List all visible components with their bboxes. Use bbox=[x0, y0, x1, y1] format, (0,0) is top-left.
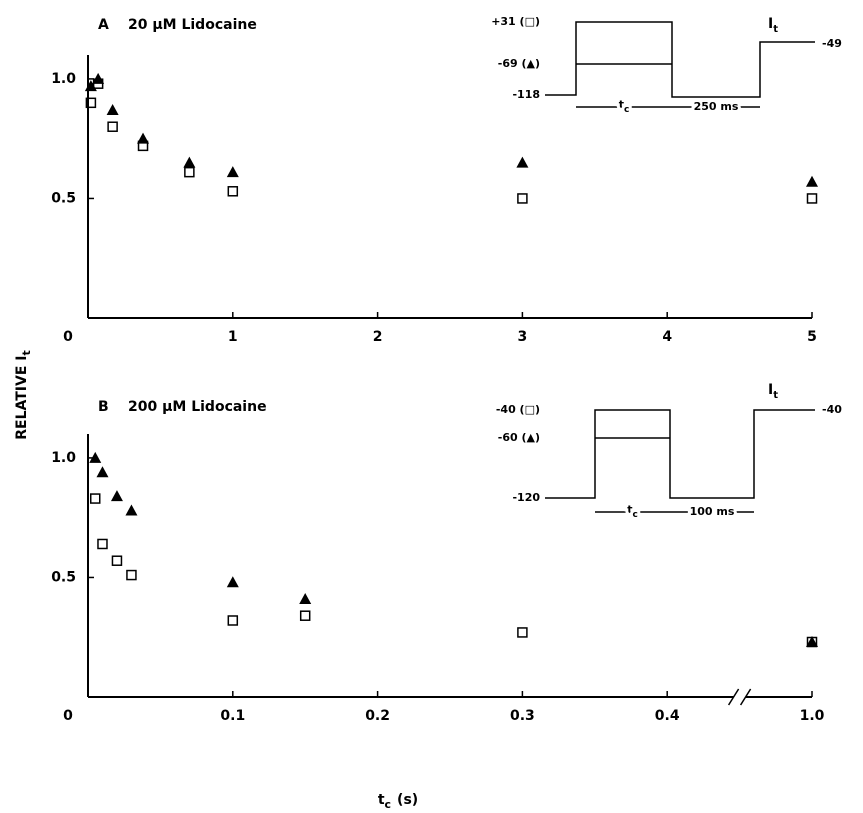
square-point bbox=[126, 569, 137, 581]
square-point bbox=[227, 615, 239, 626]
y-tick-label: 0.5 bbox=[51, 569, 76, 585]
square-point bbox=[299, 610, 311, 621]
square-point bbox=[184, 166, 195, 178]
x-tick-label: 1 bbox=[228, 329, 238, 345]
panel-title: 200 μM Lidocaine bbox=[128, 399, 267, 415]
triangle-point bbox=[183, 156, 196, 168]
square-point bbox=[89, 493, 101, 504]
tc-sub: c bbox=[624, 105, 629, 115]
y-axis-label: RELATIVE It bbox=[14, 350, 33, 440]
x-tick-label: 0.3 bbox=[510, 708, 535, 724]
current-sub: t bbox=[773, 24, 778, 35]
x-axis-label: tc (s) bbox=[378, 792, 418, 811]
square-point bbox=[517, 627, 528, 638]
tc-main: t bbox=[627, 503, 632, 516]
tc-main: t bbox=[619, 98, 624, 111]
current-main: I bbox=[768, 382, 773, 398]
triangle-point bbox=[806, 175, 818, 187]
square-point bbox=[227, 186, 239, 197]
square-point bbox=[137, 140, 149, 152]
protocol-tc: tc bbox=[619, 98, 630, 115]
triangle-point bbox=[92, 72, 105, 84]
square-point bbox=[107, 121, 118, 132]
x-label-unit: (s) bbox=[397, 792, 418, 808]
x-tick-label: 0 bbox=[63, 329, 73, 345]
protocol-base: -120 bbox=[512, 491, 540, 504]
protocol-current: It bbox=[768, 382, 778, 401]
x-label-sub: c bbox=[385, 798, 392, 811]
square-point bbox=[92, 78, 104, 89]
square-point bbox=[806, 636, 818, 648]
protocol-trace bbox=[545, 409, 815, 499]
square-point bbox=[517, 193, 528, 204]
triangle-point bbox=[226, 166, 239, 178]
protocol-base: -118 bbox=[512, 88, 540, 101]
protocol-trace bbox=[545, 21, 815, 98]
x-label-main: t bbox=[378, 792, 385, 808]
current-sub: t bbox=[773, 390, 778, 401]
triangle-point bbox=[806, 636, 818, 648]
protocol-test: -40 bbox=[822, 403, 842, 416]
square-point bbox=[97, 538, 108, 550]
x-tick-label: 2 bbox=[373, 329, 383, 345]
square-point bbox=[111, 555, 123, 566]
protocol-gap: 250 ms bbox=[694, 100, 739, 113]
panel: 0 1 2 3 4 5 0.5 1.0 A 20 μM Lidocaine +31 (□) -69 (… bbox=[51, 15, 842, 345]
protocol-test: -49 bbox=[822, 37, 842, 50]
triangle-point bbox=[299, 592, 312, 604]
protocol-mid-label: -60 (▲) bbox=[498, 431, 540, 444]
y-tick-label: 1.0 bbox=[51, 71, 76, 87]
axis-break bbox=[739, 688, 752, 706]
x-tick-label: 0.2 bbox=[365, 708, 390, 724]
panel-letter: B bbox=[98, 399, 109, 415]
y-label-main: RELATIVE I bbox=[14, 356, 30, 440]
square-point bbox=[85, 97, 97, 109]
x-tick-label: 0 bbox=[63, 708, 73, 724]
x-tick-label: 0.4 bbox=[655, 708, 680, 724]
protocol-tc: tc bbox=[627, 503, 638, 520]
axis-break bbox=[727, 688, 740, 706]
y-label-sub: t bbox=[20, 350, 33, 355]
triangle-point bbox=[89, 451, 102, 463]
panel-title: 20 μM Lidocaine bbox=[128, 17, 257, 33]
triangle-point bbox=[110, 490, 123, 502]
x-tick-label: 4 bbox=[662, 329, 672, 345]
triangle-point bbox=[226, 576, 239, 588]
protocol-high: +31 (□) bbox=[491, 15, 540, 28]
protocol-high: -40 (□) bbox=[496, 403, 540, 416]
panel-letter: A bbox=[98, 17, 109, 33]
x-tick-label: 3 bbox=[518, 329, 528, 345]
y-tick-label: 1.0 bbox=[51, 450, 76, 466]
panel: 0 0.1 0.2 0.3 0.4 1.0 0.5 1.0 B 200 μM Lidocaine -… bbox=[51, 382, 842, 724]
x-tick-label: 0.1 bbox=[220, 708, 245, 724]
current-main: I bbox=[768, 16, 773, 32]
protocol-gap: 100 ms bbox=[690, 505, 735, 518]
y-tick-label: 0.5 bbox=[51, 190, 76, 206]
protocol-current: It bbox=[768, 16, 778, 35]
tc-sub: c bbox=[632, 510, 637, 520]
triangle-point bbox=[96, 466, 109, 478]
triangle-point bbox=[106, 103, 119, 115]
triangle-point bbox=[125, 504, 138, 516]
x-tick-label: 5 bbox=[807, 329, 817, 345]
x-tick-label: 1.0 bbox=[800, 708, 825, 724]
triangle-point bbox=[516, 156, 529, 168]
square-point bbox=[806, 193, 818, 204]
protocol-mid-label: -69 (▲) bbox=[498, 57, 540, 70]
